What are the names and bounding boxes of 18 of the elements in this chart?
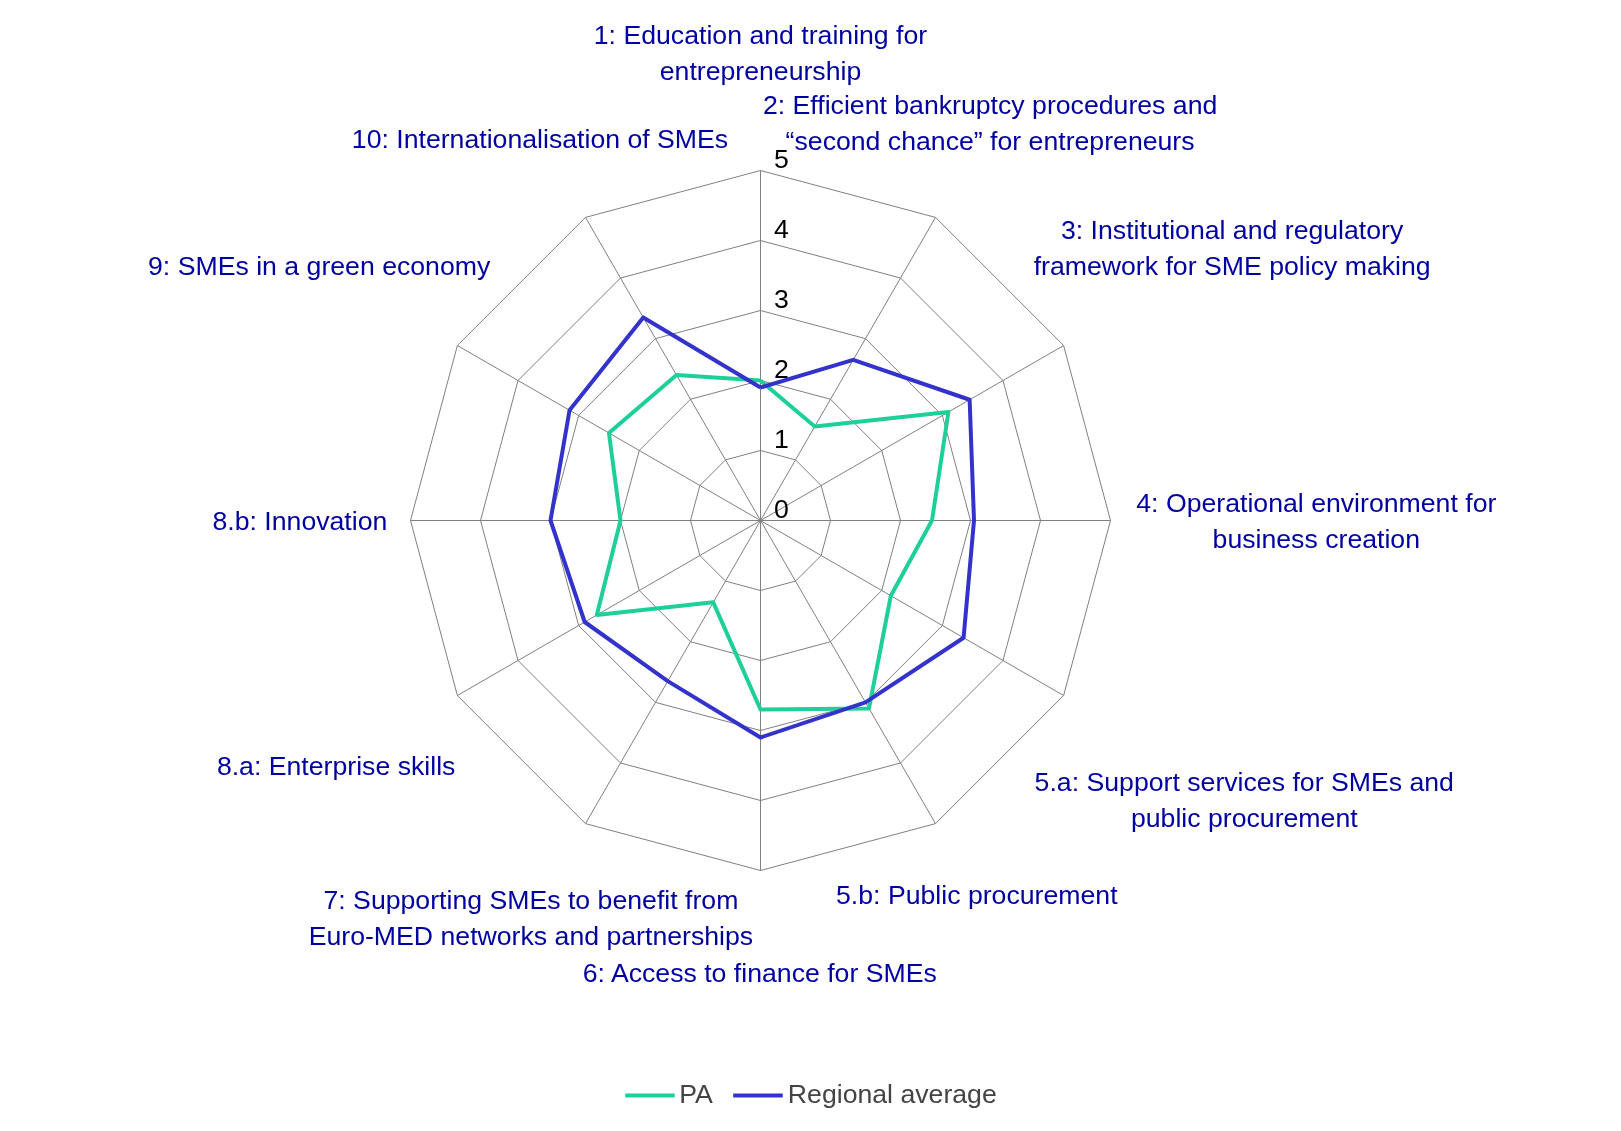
spoke-label: 9: SMEs in a green economy — [148, 250, 491, 281]
y-tick-label: 2 — [774, 354, 789, 385]
y-tick-label: 4 — [774, 214, 790, 245]
spoke-label: 4: Operational environment for business creation — [1136, 487, 1497, 554]
spoke-label: 6: Access to finance for SMEs — [582, 957, 937, 988]
spoke-label: 8.a: Enterprise skills — [216, 750, 456, 781]
spoke-label: 10: Internationalisation of SMEs — [351, 123, 729, 154]
spoke-label: 5.b: Public procurement — [836, 880, 1119, 911]
y-tick-label: 3 — [774, 284, 789, 315]
y-tick-label: 1 — [774, 424, 789, 455]
spoke-label: 1: Education and training for entrepreneurship — [593, 19, 928, 86]
spoke-label: 7: Supporting SMEs to benefit from Euro-MED networks and partnerships — [308, 885, 754, 952]
legend-label: PA — [679, 1079, 713, 1110]
spoke-label: 3: Institutional and regulatory framework for SME policy making — [1033, 215, 1431, 282]
legend-label: Regional average — [787, 1079, 997, 1110]
spoke-label: 5.a: Support services for SMEs and public procurement — [1034, 766, 1454, 833]
spoke-label: 8.b: Innovation — [212, 505, 388, 536]
y-tick-label: 0 — [774, 494, 789, 525]
